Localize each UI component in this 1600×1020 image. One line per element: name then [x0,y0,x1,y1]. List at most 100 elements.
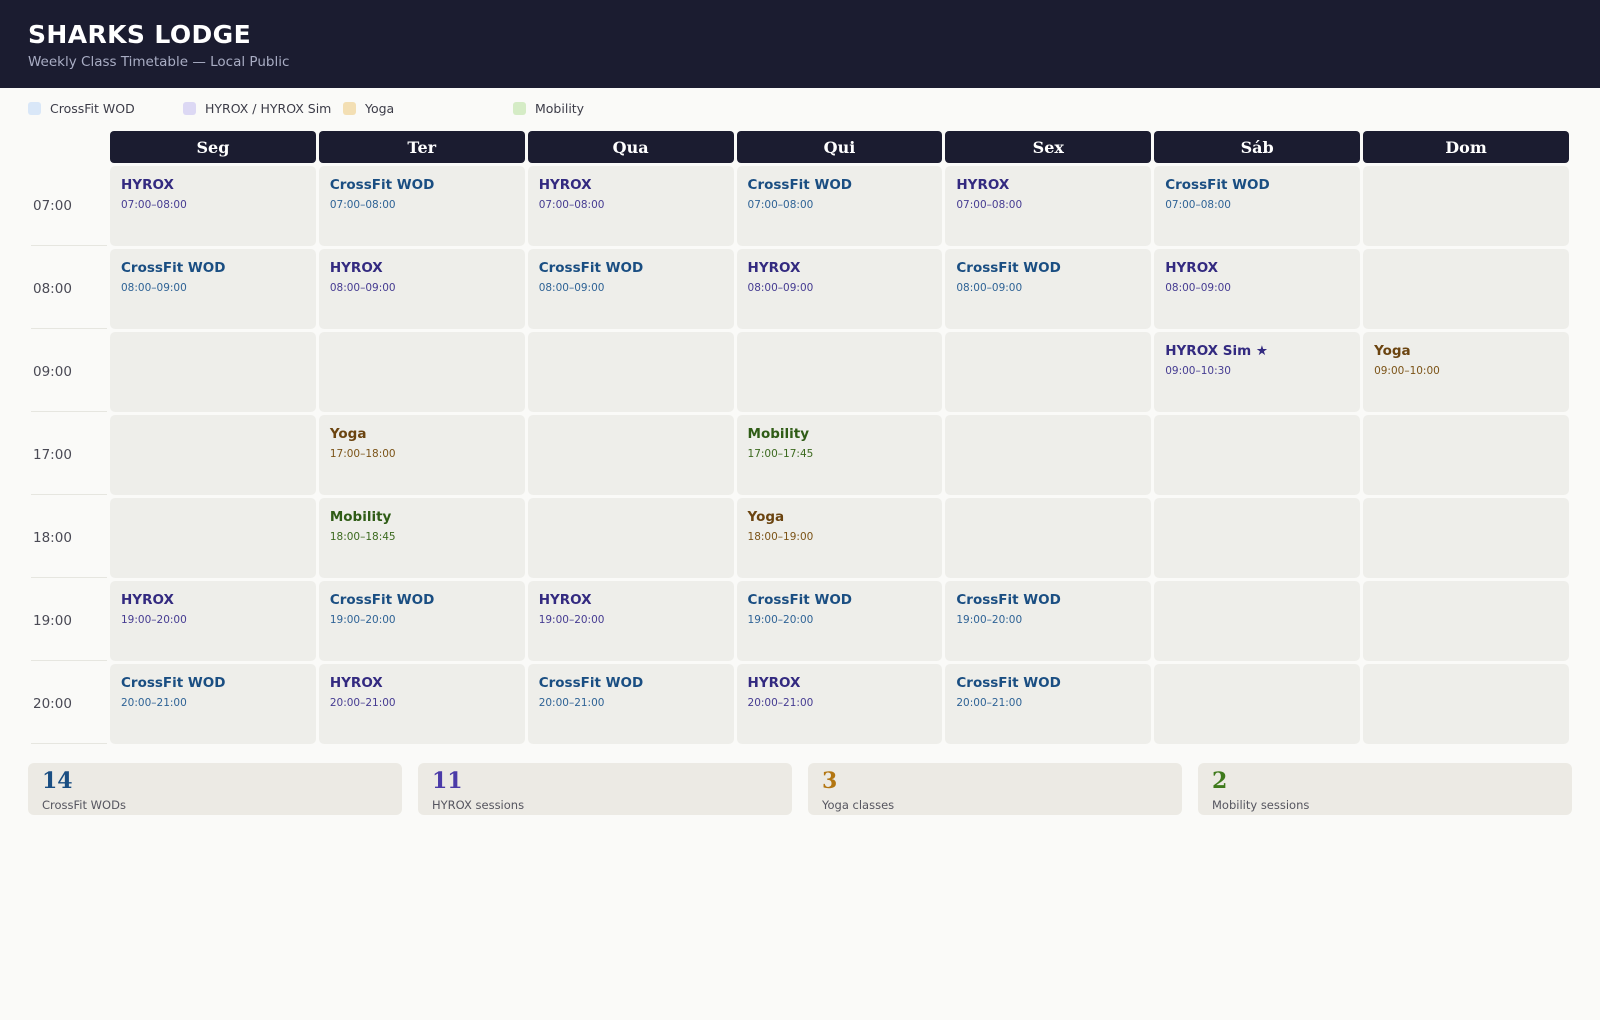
time-label: 20:00 [31,664,107,744]
class-time: 08:00–09:00 [1165,281,1231,294]
timetable-container: Seg Ter Qua Qui Sex Sáb Dom 07:00 HYROX 07:00–08… [0,128,1600,747]
class-slot[interactable]: Mobility 18:00–18:45 [318,498,525,578]
class-slot[interactable]: CrossFit WOD 20:00–21:00 [527,664,734,744]
timetable-corner [31,131,107,163]
class-time: 17:00–17:45 [747,447,814,460]
class-time: 09:00–10:30 [1165,364,1231,377]
class-slot[interactable]: HYROX 20:00–21:00 [318,664,525,744]
class-title: Yoga [329,426,367,442]
stat-card-hyrox: 11 HYROX sessions [418,763,792,815]
class-time: 07:00–08:00 [538,198,605,211]
class-slot[interactable]: HYROX 08:00–09:00 [1154,249,1361,329]
time-label: 08:00 [31,249,107,329]
class-slot[interactable]: Yoga 17:00–18:00 [318,415,525,495]
class-slot[interactable]: CrossFit WOD 07:00–08:00 [318,166,525,246]
class-time: 17:00–18:00 [329,447,396,460]
class-title: CrossFit WOD [329,592,435,608]
class-slot[interactable]: CrossFit WOD 19:00–20:00 [945,581,1152,661]
class-title: CrossFit WOD [747,177,853,193]
timetable-row: 17:00 Yoga 17:00–18:00 Mobility 17:00–17:45 [31,415,1569,495]
empty-slot [945,498,1152,578]
empty-slot [1363,664,1569,744]
class-time: 08:00–09:00 [956,281,1023,294]
class-slot[interactable]: HYROX 07:00–08:00 [527,166,734,246]
timetable-row: 07:00 HYROX 07:00–08:00 CrossFit WOD 07:00–0… [31,166,1569,246]
class-slot[interactable]: Mobility 17:00–17:45 [736,415,943,495]
class-slot[interactable]: HYROX 20:00–21:00 [736,664,943,744]
timetable-header-row: Seg Ter Qua Qui Sex Sáb Dom [31,131,1569,163]
empty-slot [527,415,734,495]
class-title: CrossFit WOD [329,177,435,193]
stat-value: 11 [432,768,463,794]
class-slot[interactable]: HYROX 19:00–20:00 [110,581,316,661]
class-slot[interactable]: HYROX 07:00–08:00 [110,166,316,246]
class-slot[interactable]: HYROX 19:00–20:00 [527,581,734,661]
empty-slot [527,332,734,412]
day-header-seg[interactable]: Seg [110,131,316,163]
timetable-row: 20:00 CrossFit WOD 20:00–21:00 HYROX 20:00–2… [31,664,1569,744]
empty-slot [110,415,316,495]
class-time: 07:00–08:00 [121,198,187,211]
class-slot[interactable]: Yoga 09:00–10:00 [1363,332,1569,412]
class-slot[interactable]: CrossFit WOD 20:00–21:00 [110,664,316,744]
summary-stats: 14 CrossFit WODs 11 HYROX sessions 3 Yoga cla… [0,747,1600,815]
class-title: CrossFit WOD [956,675,1061,691]
class-time: 08:00–09:00 [747,281,814,294]
legend-swatch-icon [343,101,356,115]
class-slot[interactable]: CrossFit WOD 19:00–20:00 [318,581,525,661]
legend-item-label: Yoga [365,100,395,116]
class-title: Mobility [747,426,810,442]
legend-item-hyrox: HYROX / HYROX Sim [183,101,343,116]
class-slot[interactable]: HYROX 07:00–08:00 [945,166,1152,246]
class-slot[interactable]: CrossFit WOD 19:00–20:00 [736,581,943,661]
class-slot[interactable]: Yoga 18:00–19:00 [736,498,943,578]
day-header-sex[interactable]: Sex [945,131,1152,163]
class-slot[interactable]: CrossFit WOD 08:00–09:00 [110,249,316,329]
class-time: 07:00–08:00 [1165,198,1231,211]
class-title: HYROX [121,177,174,193]
empty-slot [736,332,943,412]
day-header-ter[interactable]: Ter [318,131,525,163]
stat-value: 14 [42,768,73,794]
class-slot[interactable]: HYROX 08:00–09:00 [318,249,525,329]
class-time: 19:00–20:00 [747,613,814,626]
day-header-sáb[interactable]: Sáb [1154,131,1361,163]
class-slot[interactable]: CrossFit WOD 08:00–09:00 [945,249,1152,329]
page-title: SHARKS LODGE [28,20,252,49]
legend-swatch-icon [28,101,41,115]
app-header: SHARKS LODGE Weekly Class Timetable — Lo… [0,0,1600,88]
class-time: 18:00–19:00 [747,530,814,543]
day-header-qua[interactable]: Qua [527,131,734,163]
class-title: CrossFit WOD [538,675,644,691]
class-slot[interactable]: HYROX 08:00–09:00 [736,249,943,329]
class-title: HYROX [538,177,592,193]
class-title: HYROX [747,260,801,276]
timetable-row: 18:00 Mobility 18:00–18:45 Yoga 18:00–19:00 [31,498,1569,578]
class-time: 19:00–20:00 [538,613,605,626]
class-title: CrossFit WOD [956,592,1061,608]
class-title: Yoga [747,509,785,525]
stat-card-crossfit: 14 CrossFit WODs [28,763,402,815]
day-header-dom[interactable]: Dom [1363,131,1569,163]
empty-slot [1154,498,1361,578]
class-slot[interactable]: CrossFit WOD 07:00–08:00 [736,166,943,246]
stat-value: 2 [1212,768,1228,794]
class-slot[interactable]: CrossFit WOD 20:00–21:00 [945,664,1152,744]
class-slot[interactable]: CrossFit WOD 07:00–08:00 [1154,166,1361,246]
class-time: 07:00–08:00 [747,198,814,211]
class-time: 08:00–09:00 [329,281,396,294]
class-time: 19:00–20:00 [329,613,396,626]
empty-slot [1363,498,1569,578]
class-title: CrossFit WOD [121,260,226,276]
class-slot[interactable]: HYROX Sim ★ 09:00–10:30 [1154,332,1361,412]
stat-card-yoga: 3 Yoga classes [808,763,1182,815]
class-time: 20:00–21:00 [121,696,187,709]
legend-swatch-icon [183,101,196,115]
empty-slot [1363,415,1569,495]
empty-slot [1363,249,1569,329]
empty-slot [318,332,525,412]
day-header-qui[interactable]: Qui [736,131,943,163]
class-slot[interactable]: CrossFit WOD 08:00–09:00 [527,249,734,329]
class-time: 20:00–21:00 [747,696,814,709]
time-label: 09:00 [31,332,107,412]
